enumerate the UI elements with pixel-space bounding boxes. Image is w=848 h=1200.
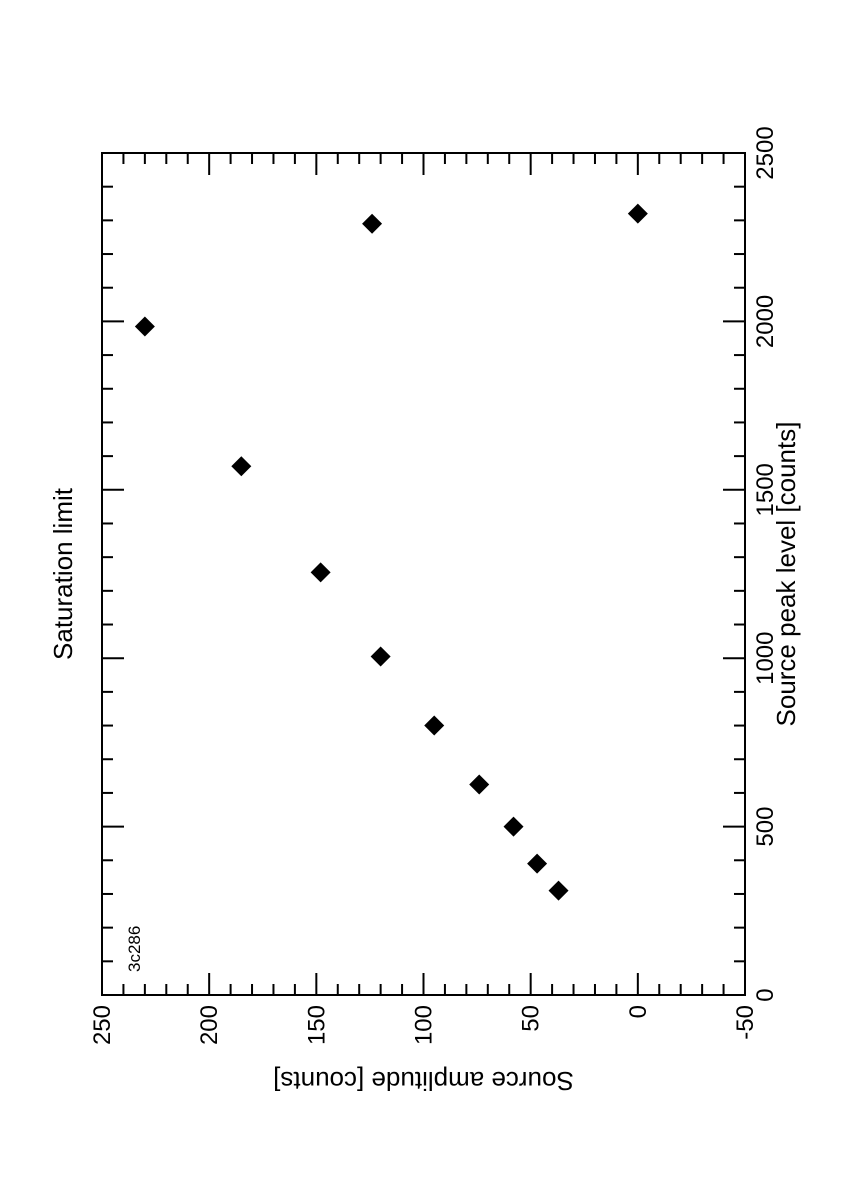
x-tick-label: 0	[752, 988, 779, 1001]
data-point	[370, 646, 391, 667]
data-point	[231, 456, 252, 477]
x-tick-label: 1500	[752, 463, 779, 516]
data-point	[527, 853, 548, 874]
tick-labels-layer: 0 500 1000 1500 2000 2500 -50 0 50 100 150 200 250	[89, 126, 779, 1045]
y-tick-label: 250	[89, 1005, 116, 1045]
data-point	[424, 715, 445, 736]
data-point	[503, 816, 524, 837]
plot-group: 0 500 1000 1500 2000 2500 -50 0 50 100 150 200 250 S…	[48, 126, 801, 1096]
data-point	[310, 562, 331, 583]
chart-title: Saturation limit	[48, 487, 78, 660]
data-point	[548, 880, 569, 901]
x-tick-label: 500	[752, 807, 779, 847]
y-tick-label: 0	[625, 1005, 652, 1018]
ticks-layer	[101, 152, 746, 996]
y-tick-label: 150	[303, 1005, 330, 1045]
y-tick-label: 50	[518, 1005, 545, 1032]
x-tick-label: 2000	[752, 295, 779, 348]
x-axis-label: Source peak level [counts]	[771, 422, 801, 727]
chart-annotation: 3c286	[125, 926, 144, 972]
y-tick-label: -50	[732, 1005, 759, 1040]
y-axis-label: Source amplitude [counts]	[273, 1066, 574, 1096]
data-point	[469, 774, 490, 795]
x-tick-label: 2500	[752, 126, 779, 179]
data-point	[627, 203, 648, 224]
y-tick-label: 100	[411, 1005, 438, 1045]
points-layer	[134, 203, 648, 901]
x-tick-label: 1000	[752, 632, 779, 685]
data-point	[134, 316, 155, 337]
y-tick-label: 200	[196, 1005, 223, 1045]
data-point	[362, 213, 383, 234]
plot-frame	[101, 152, 746, 996]
